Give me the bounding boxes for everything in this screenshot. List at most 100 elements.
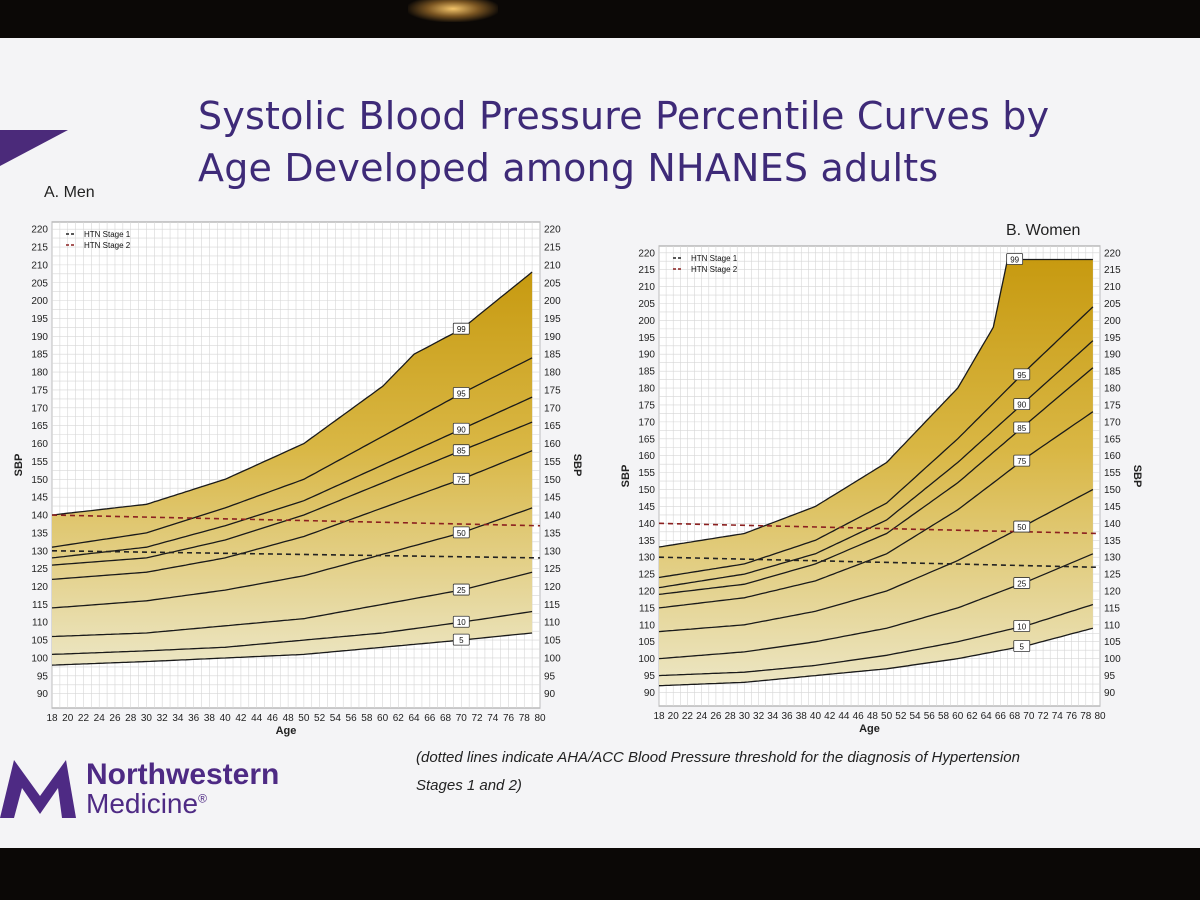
x-tick-label: 18 (46, 713, 58, 724)
x-tick-label: 78 (519, 713, 531, 724)
x-tick-label: 72 (471, 713, 483, 724)
percentile-label-75: 75 (1017, 457, 1026, 466)
y-tick-label-left: 210 (31, 260, 48, 271)
x-tick-label: 34 (172, 713, 184, 724)
logo-text-northwestern: Northwestern (86, 758, 280, 791)
x-tick-label: 48 (283, 713, 295, 724)
y-tick-label-left: 115 (639, 603, 655, 614)
y-tick-label-left: 125 (31, 564, 48, 575)
y-tick-label-right: 110 (1104, 620, 1120, 631)
x-tick-label: 24 (696, 711, 708, 722)
y-tick-label-right: 215 (544, 243, 561, 254)
y-tick-label-left: 180 (638, 384, 655, 395)
threshold-line-stage2 (658, 522, 1101, 535)
legend-label-1: HTN Stage 1 (84, 230, 131, 239)
percentile-label-box (1013, 620, 1031, 632)
x-tick-label: 68 (440, 713, 452, 724)
x-tick-label: 60 (952, 711, 964, 722)
y-tick-label-right: 110 (544, 618, 560, 629)
y-tick-label-right: 120 (1104, 587, 1121, 598)
y-tick-label-right: 170 (544, 403, 561, 414)
y-tick-label-right: 195 (1104, 333, 1121, 344)
y-tick-label-right: 180 (1104, 384, 1121, 395)
percentile-label-99: 99 (457, 325, 466, 334)
y-tick-label-left: 185 (31, 350, 48, 361)
y-axis-label-right: SBP (1131, 465, 1143, 488)
y-tick-label-right: 180 (544, 368, 561, 379)
y-tick-label-right: 165 (1104, 434, 1121, 445)
panel-label-women: B. Women (1006, 222, 1081, 239)
x-tick-label: 42 (235, 713, 247, 724)
y-tick-label-right: 135 (544, 528, 561, 539)
x-tick-label: 30 (141, 713, 153, 724)
y-tick-label-left: 155 (638, 468, 655, 479)
panel-label-men: A. Men (44, 184, 95, 201)
x-tick-label: 44 (251, 713, 263, 724)
x-tick-label: 54 (330, 713, 342, 724)
y-tick-label-left: 210 (638, 282, 655, 293)
percentile-label-10: 10 (1017, 623, 1026, 632)
y-tick-label-right: 160 (1104, 451, 1121, 462)
x-tick-label: 28 (725, 711, 737, 722)
x-tick-label: 60 (377, 713, 389, 724)
x-tick-label: 32 (157, 713, 169, 724)
y-tick-label-right: 150 (1104, 485, 1121, 496)
y-tick-label-left: 220 (638, 248, 655, 259)
x-tick-label: 22 (78, 713, 90, 724)
y-tick-label-right: 175 (1104, 400, 1121, 411)
y-tick-label-right: 165 (544, 421, 561, 432)
x-tick-label: 24 (94, 713, 106, 724)
y-tick-label-right: 145 (544, 493, 561, 504)
y-tick-label-right: 185 (544, 350, 561, 361)
y-tick-label-left: 130 (638, 553, 655, 564)
legend-label-1: HTN Stage 1 (691, 254, 738, 263)
y-tick-label-right: 175 (544, 385, 561, 396)
percentile-label-box (1013, 520, 1031, 533)
logo-text-medicine: Medicine® (86, 788, 207, 820)
percentile-curve-75 (51, 450, 533, 581)
y-tick-label-right: 115 (1104, 603, 1120, 614)
y-tick-label-right: 140 (544, 511, 561, 522)
x-tick-label: 58 (361, 713, 373, 724)
percentile-label-25: 25 (457, 586, 466, 595)
percentile-label-box (452, 472, 470, 485)
y-tick-label-left: 170 (31, 403, 48, 414)
y-tick-label-left: 150 (31, 475, 48, 486)
y-tick-label-left: 135 (638, 536, 655, 547)
x-tick-label: 28 (125, 713, 137, 724)
y-tick-label-right: 190 (1104, 350, 1121, 361)
x-tick-label: 20 (668, 711, 680, 722)
y-tick-label-left: 105 (638, 637, 655, 648)
x-tick-label: 34 (767, 711, 779, 722)
percentile-label-99: 99 (1010, 256, 1019, 265)
y-tick-label-left: 125 (638, 570, 655, 581)
y-tick-label-right: 95 (544, 671, 556, 682)
percentile-curve-90 (51, 396, 533, 559)
percentile-label-50: 50 (1017, 523, 1026, 532)
x-tick-label: 56 (346, 713, 358, 724)
y-tick-label-right: 90 (544, 689, 556, 700)
y-tick-label-left: 200 (31, 296, 48, 307)
y-tick-label-right: 115 (544, 600, 560, 611)
x-tick-label: 32 (753, 711, 765, 722)
percentile-label-75: 75 (457, 475, 466, 484)
x-tick-label: 66 (424, 713, 436, 724)
percentile-label-box (452, 526, 470, 539)
percentile-label-box (452, 444, 470, 457)
percentile-band-men (52, 272, 533, 666)
threshold-line-stage1 (51, 549, 541, 559)
x-axis-label: Age (276, 725, 297, 737)
y-tick-label-left: 205 (31, 278, 48, 289)
threshold-line-stage2 (51, 514, 541, 527)
y-axis-label-right: SBP (571, 454, 583, 477)
percentile-label-box (1013, 368, 1031, 381)
y-tick-label-right: 130 (1104, 553, 1121, 564)
percentile-curve-50 (51, 507, 533, 609)
y-tick-label-left: 110 (639, 620, 655, 631)
x-tick-label: 30 (739, 711, 751, 722)
y-tick-label-left: 120 (638, 587, 655, 598)
x-axis-label: Age (859, 723, 880, 735)
percentile-label-box (1013, 398, 1031, 411)
x-tick-label: 50 (298, 713, 310, 724)
